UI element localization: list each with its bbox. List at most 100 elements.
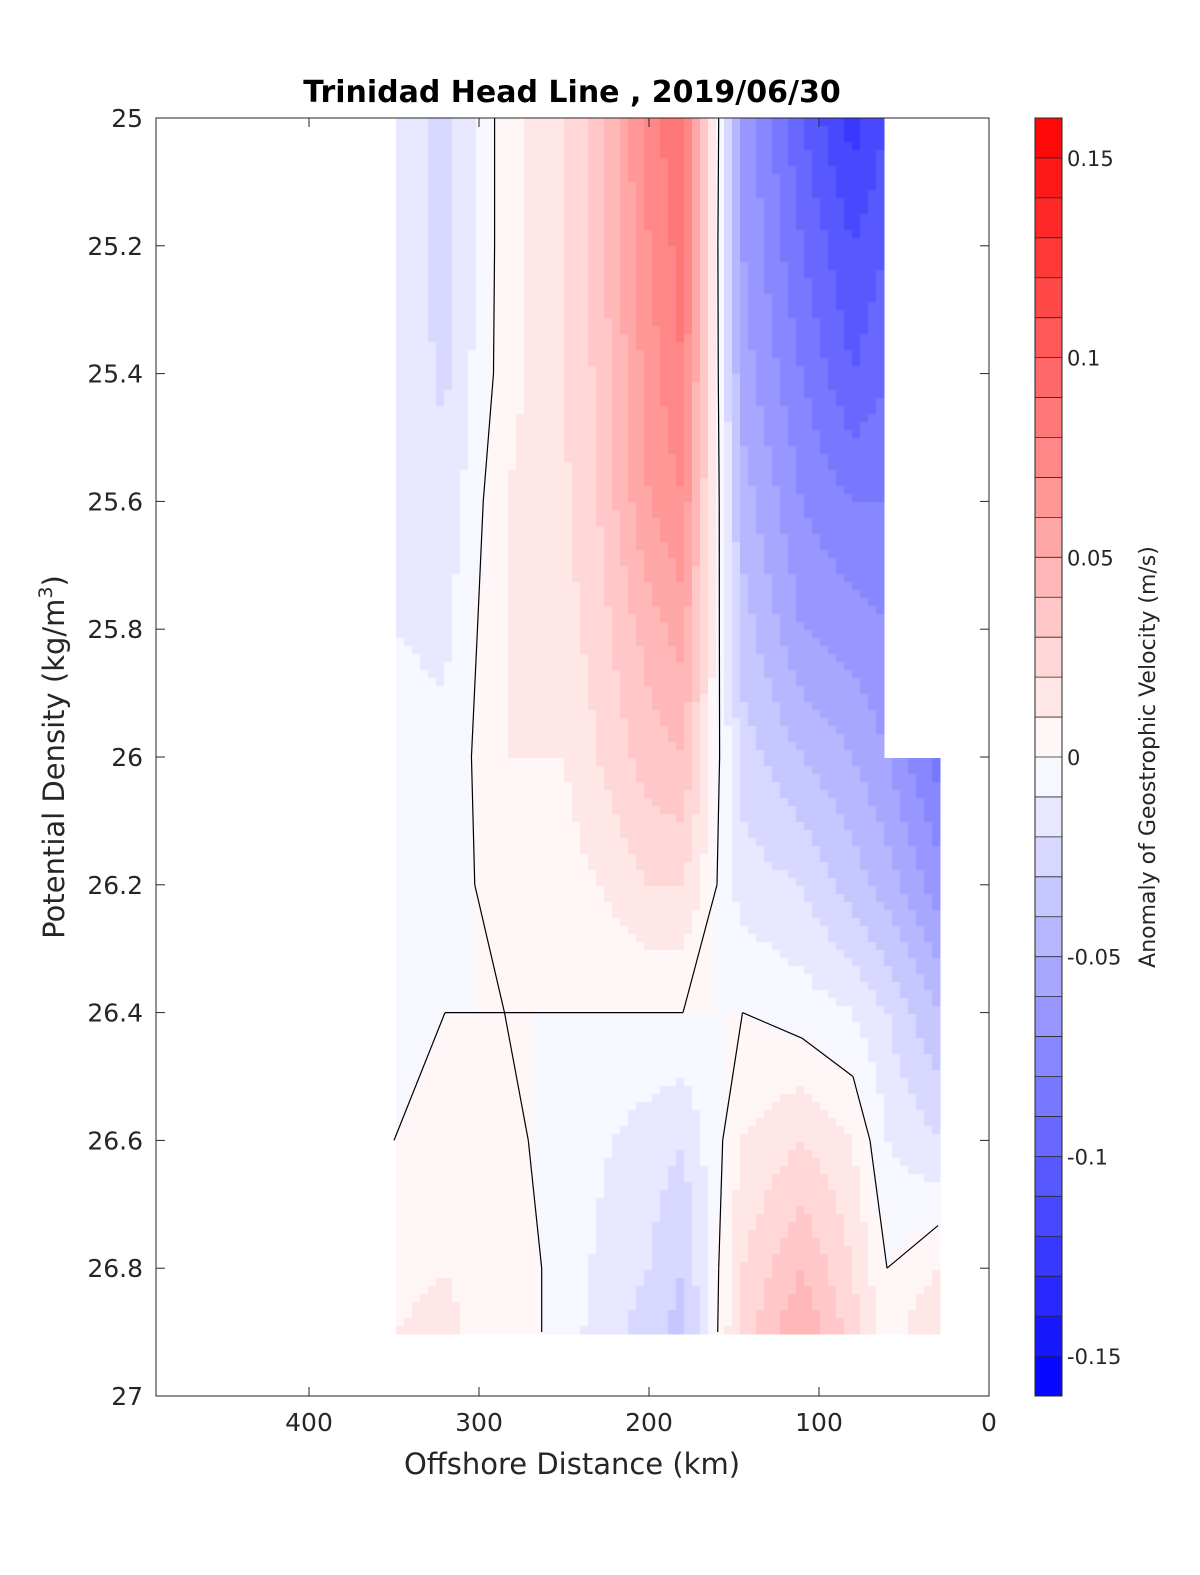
heat-cell xyxy=(580,230,589,239)
heat-cell xyxy=(484,614,493,623)
heat-cell xyxy=(636,1262,645,1271)
heat-cell xyxy=(652,1046,661,1055)
heat-cell xyxy=(636,1318,645,1327)
heat-cell xyxy=(580,518,589,527)
heat-cell xyxy=(636,1310,645,1319)
heat-cell xyxy=(596,718,605,727)
heat-cell xyxy=(548,630,557,639)
heat-cell xyxy=(420,1062,429,1071)
heat-cell xyxy=(508,470,517,479)
heat-cell xyxy=(412,558,421,567)
heat-cell xyxy=(428,950,437,959)
heat-cell xyxy=(556,1022,565,1031)
heat-cell xyxy=(620,462,629,471)
heat-cell xyxy=(500,726,509,735)
heat-cell xyxy=(420,958,429,967)
heat-cell xyxy=(572,374,581,383)
heat-cell xyxy=(588,678,597,687)
heat-cell xyxy=(596,854,605,863)
heat-cell xyxy=(620,742,629,751)
heat-cell xyxy=(572,910,581,919)
heat-cell xyxy=(420,182,429,191)
heat-cell xyxy=(564,1062,573,1071)
heat-cell xyxy=(548,374,557,383)
heat-cell xyxy=(540,886,549,895)
heat-cell xyxy=(556,414,565,423)
heat-cell xyxy=(516,134,525,143)
heat-cell xyxy=(516,718,525,727)
heat-cell xyxy=(532,118,541,127)
heat-cell xyxy=(468,422,477,431)
heat-cell xyxy=(500,1294,509,1303)
heat-cell xyxy=(548,1326,557,1335)
heat-cell xyxy=(476,462,485,471)
heat-cell xyxy=(548,542,557,551)
heat-cell xyxy=(396,1198,405,1207)
heat-cell xyxy=(572,990,581,999)
heat-cell xyxy=(596,286,605,295)
heat-cell xyxy=(532,806,541,815)
heat-cell xyxy=(588,302,597,311)
heat-cell xyxy=(636,718,645,727)
heat-cell xyxy=(492,190,501,199)
heat-cell xyxy=(412,790,421,799)
heat-cell xyxy=(412,534,421,543)
heat-cell xyxy=(612,502,621,511)
heat-cell xyxy=(396,678,405,687)
heat-cell xyxy=(588,918,597,927)
heat-cell xyxy=(404,1286,413,1295)
heat-cell xyxy=(420,158,429,167)
heat-cell xyxy=(636,262,645,271)
heat-cell xyxy=(452,726,461,735)
heat-cell xyxy=(516,502,525,511)
heat-cell xyxy=(572,702,581,711)
heat-cell xyxy=(396,566,405,575)
heat-cell xyxy=(524,830,533,839)
heat-cell xyxy=(628,1174,637,1183)
heat-cell xyxy=(548,862,557,871)
heat-cell xyxy=(452,134,461,143)
heat-cell xyxy=(628,1110,637,1119)
heat-cell xyxy=(572,438,581,447)
heat-cell xyxy=(588,878,597,887)
heat-cell xyxy=(404,1054,413,1063)
heat-cell xyxy=(492,1302,501,1311)
heat-cell xyxy=(508,1198,517,1207)
heat-cell xyxy=(476,326,485,335)
heat-cell xyxy=(652,934,661,943)
heat-cell xyxy=(444,798,453,807)
heat-cell xyxy=(436,542,445,551)
heat-cell xyxy=(500,1318,509,1327)
heat-cell xyxy=(428,398,437,407)
heat-cell xyxy=(508,1206,517,1215)
heat-cell xyxy=(412,606,421,615)
heat-cell xyxy=(476,1038,485,1047)
heat-cell xyxy=(476,350,485,359)
heat-cell xyxy=(572,510,581,519)
heat-cell xyxy=(644,702,653,711)
heat-cell xyxy=(572,270,581,279)
heat-cell xyxy=(524,774,533,783)
heat-cell xyxy=(580,1006,589,1015)
heat-cell xyxy=(420,558,429,567)
heat-cell xyxy=(524,742,533,751)
heat-cell xyxy=(620,758,629,767)
heat-cell xyxy=(596,446,605,455)
heat-cell xyxy=(460,1126,469,1135)
heat-cell xyxy=(516,526,525,535)
heat-cell xyxy=(516,510,525,519)
heat-cell xyxy=(636,1014,645,1023)
heat-cell xyxy=(588,534,597,543)
heat-cell xyxy=(420,350,429,359)
heat-cell xyxy=(644,1222,653,1231)
heat-cell xyxy=(652,374,661,383)
heat-cell xyxy=(532,1310,541,1319)
heat-cell xyxy=(564,790,573,799)
heat-cell xyxy=(620,934,629,943)
heat-cell xyxy=(564,126,573,135)
heat-cell xyxy=(548,1286,557,1295)
heat-cell xyxy=(420,862,429,871)
heat-cell xyxy=(516,606,525,615)
heat-cell xyxy=(532,334,541,343)
heat-cell xyxy=(588,950,597,959)
